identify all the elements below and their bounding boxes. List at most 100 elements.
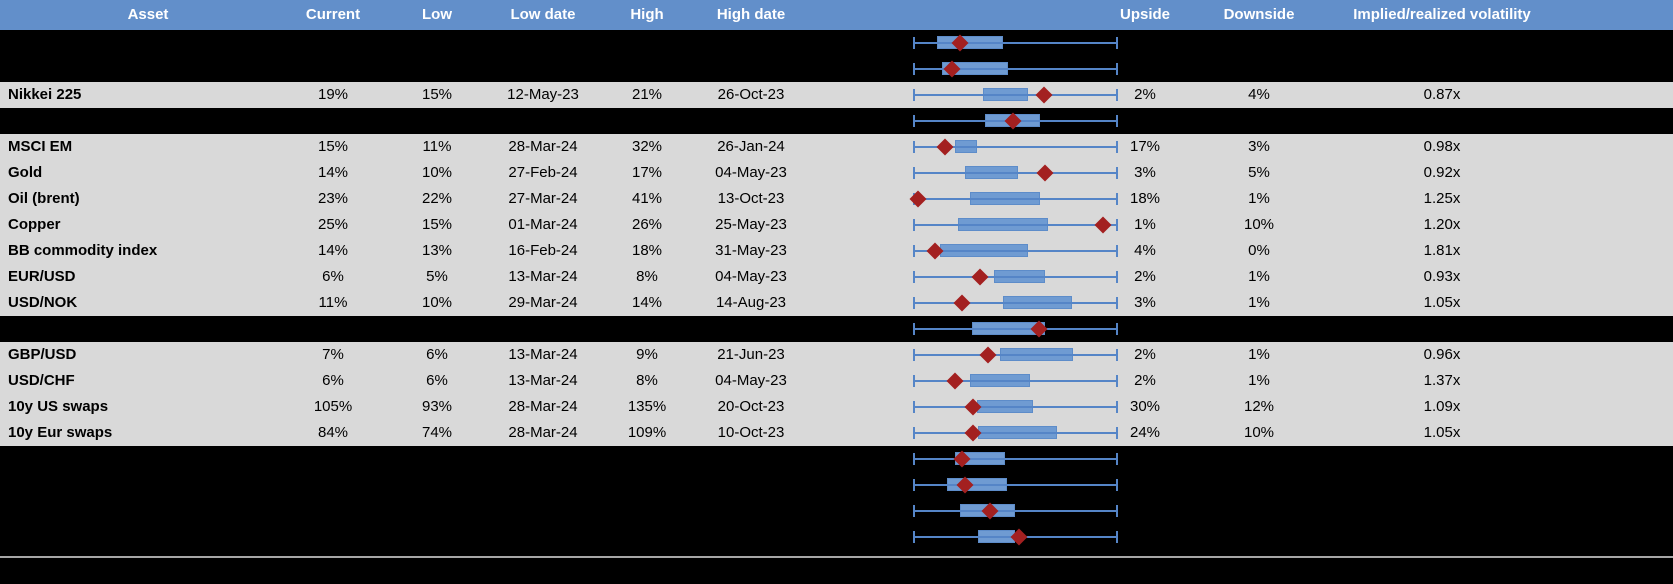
- header-asset: Asset: [127, 6, 169, 23]
- range-boxplot: [913, 342, 1118, 368]
- implied-realized-vol-cell: 1.81x: [1423, 242, 1461, 259]
- asset-name-cell: GBP/USD: [8, 346, 77, 363]
- boxplot-left-cap: [913, 245, 915, 257]
- implied-realized-vol-cell: 0.93x: [1423, 268, 1461, 285]
- current-cell: 7%: [322, 346, 344, 363]
- boxplot-right-cap: [1116, 63, 1118, 75]
- downside-cell: 1%: [1248, 190, 1270, 207]
- boxplot-whisker-line: [913, 328, 1118, 330]
- asset-name-cell: USD/NOK: [8, 294, 78, 311]
- upside-cell: 24%: [1129, 424, 1161, 441]
- table-row: MSCI EM 15% 11% 28-Mar-24 32% 26-Jan-24 17% 3% 0…: [0, 134, 1673, 160]
- low-cell: 5%: [426, 268, 448, 285]
- current-cell: 6%: [322, 268, 344, 285]
- high-cell: 18%: [631, 242, 663, 259]
- asset-name-cell: Oil (brent): [8, 190, 80, 207]
- upside-cell: 3%: [1134, 164, 1156, 181]
- upside-cell: 2%: [1134, 268, 1156, 285]
- current-cell: 25%: [317, 216, 349, 233]
- low-date-cell: 28-Mar-24: [508, 138, 578, 155]
- boxplot-right-cap: [1116, 141, 1118, 153]
- boxplot-left-cap: [913, 505, 915, 517]
- low-date-cell: 16-Feb-24: [508, 242, 578, 259]
- boxplot-right-cap: [1116, 453, 1118, 465]
- upside-cell: 1%: [1134, 216, 1156, 233]
- high-cell: 26%: [631, 216, 663, 233]
- table-row: BB commodity index 14% 13% 16-Feb-24 18% 31-M…: [0, 238, 1673, 264]
- upside-cell: 4%: [1134, 242, 1156, 259]
- implied-realized-vol-cell: 0.98x: [1423, 138, 1461, 155]
- boxplot-whisker-line: [913, 484, 1118, 486]
- boxplot-left-cap: [913, 89, 915, 101]
- low-date-cell: 13-Mar-24: [508, 346, 578, 363]
- current-cell: 6%: [322, 372, 344, 389]
- boxplot-right-cap: [1116, 401, 1118, 413]
- boxplot-whisker-line: [913, 432, 1118, 434]
- boxplot-left-cap: [913, 349, 915, 361]
- implied-realized-vol-cell: 0.92x: [1423, 164, 1461, 181]
- boxplot-left-cap: [913, 375, 915, 387]
- low-cell: 11%: [422, 138, 452, 155]
- asset-name-cell: MSCI EM: [8, 138, 73, 155]
- downside-cell: 0%: [1248, 242, 1270, 259]
- implied-realized-vol-cell: 0.87x: [1423, 86, 1461, 103]
- redacted-row: [0, 108, 1673, 134]
- low-cell: 6%: [426, 372, 448, 389]
- boxplot-left-cap: [913, 271, 915, 283]
- upside-cell: 3%: [1134, 294, 1156, 311]
- high-cell: 14%: [631, 294, 663, 311]
- boxplot-whisker-line: [913, 276, 1118, 278]
- header-low-date: Low date: [510, 6, 576, 23]
- high-cell: 17%: [631, 164, 663, 181]
- current-cell: 23%: [317, 190, 349, 207]
- boxplot-right-cap: [1116, 297, 1118, 309]
- current-cell: 15%: [317, 138, 349, 155]
- boxplot-left-cap: [913, 427, 915, 439]
- table-row: USD/NOK 11% 10% 29-Mar-24 14% 14-Aug-23 3% 1% 1.…: [0, 290, 1673, 316]
- high-cell: 109%: [627, 424, 667, 441]
- boxplot-whisker-line: [913, 42, 1118, 44]
- boxplot-right-cap: [1116, 531, 1118, 543]
- current-value-diamond-marker: [971, 268, 989, 286]
- boxplot-left-cap: [913, 219, 915, 231]
- range-boxplot: [909, 186, 1118, 212]
- boxplot-right-cap: [1116, 219, 1118, 231]
- implied-realized-vol-cell: 1.37x: [1423, 372, 1461, 389]
- range-boxplot: [913, 446, 1118, 472]
- boxplot-whisker-line: [913, 250, 1118, 252]
- boxplot-whisker-line: [913, 172, 1118, 174]
- range-boxplot: [913, 56, 1118, 82]
- implied-realized-vol-cell: 1.05x: [1423, 424, 1461, 441]
- range-boxplot: [913, 30, 1118, 56]
- low-cell: 10%: [421, 294, 453, 311]
- range-boxplot: [913, 524, 1118, 550]
- boxplot-whisker-line: [913, 224, 1118, 226]
- current-cell: 19%: [317, 86, 349, 103]
- upside-cell: 17%: [1129, 138, 1161, 155]
- range-boxplot: [913, 134, 1118, 160]
- implied-realized-vol-cell: 1.25x: [1423, 190, 1461, 207]
- range-boxplot: [913, 420, 1118, 446]
- boxplot-right-cap: [1116, 271, 1118, 283]
- asset-name-cell: 10y US swaps: [8, 398, 109, 415]
- low-date-cell: 13-Mar-24: [508, 268, 578, 285]
- downside-cell: 4%: [1248, 86, 1270, 103]
- table-row: Nikkei 225 19% 15% 12-May-23 21% 26-Oct-23 2% 4…: [0, 82, 1673, 108]
- table-row: 10y Eur swaps 84% 74% 28-Mar-24 109% 10-Oct-2…: [0, 420, 1673, 446]
- boxplot-whisker-line: [913, 380, 1118, 382]
- redacted-row: [0, 472, 1673, 498]
- high-date-cell: 26-Oct-23: [717, 86, 785, 103]
- downside-cell: 10%: [1243, 216, 1275, 233]
- boxplot-left-cap: [913, 297, 915, 309]
- boxplot-whisker-line: [913, 510, 1118, 512]
- high-date-cell: 14-Aug-23: [715, 294, 787, 311]
- table-header-row: Asset Current Low Low date High High dat…: [0, 0, 1673, 30]
- boxplot-right-cap: [1116, 427, 1118, 439]
- high-cell: 21%: [631, 86, 663, 103]
- low-cell: 22%: [421, 190, 453, 207]
- range-boxplot: [913, 82, 1118, 108]
- high-cell: 8%: [636, 268, 658, 285]
- boxplot-right-cap: [1116, 505, 1118, 517]
- boxplot-whisker-line: [913, 406, 1118, 408]
